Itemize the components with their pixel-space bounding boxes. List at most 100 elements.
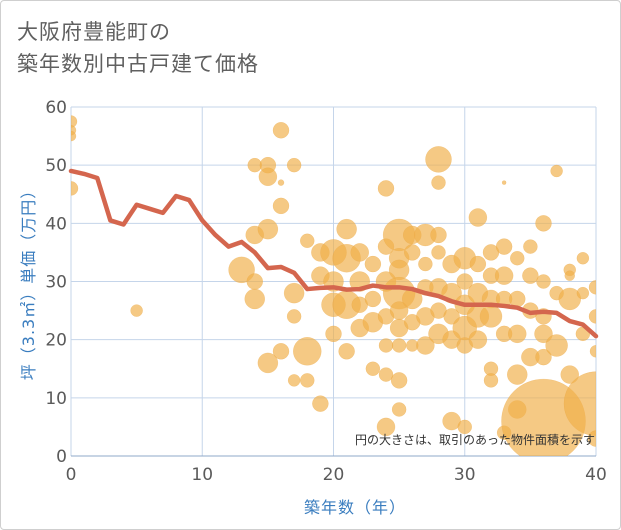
x-tick-label: 30	[454, 465, 476, 485]
bubble-point	[523, 239, 538, 254]
bubble-point	[545, 334, 568, 357]
bubble-point	[391, 402, 407, 417]
bubble-point	[550, 164, 563, 178]
bubble-point	[388, 259, 410, 281]
bubble-point	[576, 251, 590, 265]
bubble-point	[325, 325, 342, 343]
bubble-point	[71, 181, 79, 196]
trend-line	[68, 168, 599, 339]
bubble-point	[257, 218, 279, 240]
y-axis-label: 坪（3.3㎡）単価（万円）	[19, 182, 38, 380]
bubble-point	[228, 256, 255, 284]
bubble-point	[457, 419, 472, 435]
y-tick-label: 30	[45, 273, 67, 293]
bubble-point	[258, 167, 278, 187]
bubble-point	[442, 411, 461, 431]
bubble-point	[564, 270, 575, 281]
trend-series	[68, 168, 599, 339]
bubble-point	[272, 343, 290, 360]
chart-title: 大阪府豊能町の 築年数別中古戸建て価格	[17, 16, 259, 80]
bubble-point	[522, 267, 539, 284]
chart-title-line-1: 大阪府豊能町の	[17, 20, 171, 44]
bubble-point	[404, 244, 421, 261]
bubble-point	[483, 373, 499, 388]
bubble-point	[425, 146, 452, 173]
bubble-point	[391, 338, 407, 353]
bubble-point	[272, 122, 290, 139]
bubble-point	[286, 309, 302, 324]
bubble-point	[71, 115, 78, 128]
bubble-point	[495, 238, 513, 255]
bubble-point	[287, 374, 301, 387]
bubble-point	[130, 304, 143, 317]
bubble-point	[589, 345, 596, 358]
x-tick-label: 40	[585, 465, 607, 485]
y-tick-label: 20	[45, 331, 67, 351]
bubble-point	[430, 226, 447, 244]
bubble-point	[588, 309, 596, 324]
bubble-point	[378, 338, 394, 353]
bubble-point	[535, 215, 552, 232]
bubble-point	[364, 290, 382, 308]
chart-title-line-2: 築年数別中古戸建て価格	[17, 52, 259, 76]
bubble-point	[293, 337, 322, 366]
bubble-point	[494, 266, 514, 285]
bubble-point	[588, 280, 596, 295]
bubble-point	[312, 395, 329, 412]
bubble-point	[300, 233, 315, 249]
bubble-point	[558, 287, 581, 311]
bubble-point	[501, 180, 507, 185]
bubble-point	[257, 352, 279, 374]
bubble-point	[479, 305, 503, 328]
bubble-point	[431, 245, 446, 260]
bubble-point	[563, 371, 596, 436]
bubble-point	[272, 197, 290, 215]
axis-ticks: 0 10 20 30 40 50 60 0 10 20 30 40	[45, 98, 606, 485]
bubble-point	[300, 373, 315, 388]
bubble-point	[244, 288, 265, 310]
bubble-point	[456, 273, 473, 290]
bubble-point	[71, 130, 77, 142]
bubble-point	[350, 243, 369, 262]
bubble-point	[431, 175, 446, 190]
x-tick-label: 20	[323, 465, 345, 485]
bubble-point	[277, 179, 285, 186]
bubble-point	[378, 367, 394, 382]
y-tick-label: 0	[56, 447, 67, 467]
x-axis-label: 築年数（年）	[304, 498, 406, 517]
bubble-size-note: 円の大きさは、取引のあった物件面積を示す	[355, 432, 595, 447]
bubble-point	[508, 324, 527, 344]
bubble-point	[560, 365, 579, 384]
bubble-point	[576, 286, 590, 300]
bubble-point	[390, 372, 408, 389]
bubble-point	[534, 324, 553, 344]
bubble-point	[469, 255, 487, 273]
bubble-point	[535, 348, 552, 366]
bubble-point	[468, 208, 488, 227]
y-tick-label: 50	[45, 156, 67, 176]
bubble-series	[71, 115, 596, 456]
bubble-point	[286, 157, 302, 173]
y-tick-label: 60	[45, 98, 67, 118]
x-tick-label: 0	[66, 465, 77, 485]
x-tick-label: 10	[191, 465, 213, 485]
bubble-point	[338, 343, 355, 360]
y-tick-label: 40	[45, 214, 67, 234]
bubble-point	[510, 250, 525, 266]
bubble-point	[587, 430, 596, 447]
bubble-point	[507, 364, 528, 385]
bubble-point	[336, 218, 357, 240]
bubble-point	[416, 336, 435, 355]
bubble-point	[377, 180, 395, 197]
bubble-point	[376, 417, 396, 437]
bubble-point	[468, 330, 488, 349]
bubble-point	[283, 282, 305, 304]
bubble-point	[364, 255, 382, 273]
bubble-point	[365, 361, 381, 376]
bubble-point	[246, 273, 263, 290]
y-tick-label: 10	[45, 389, 67, 409]
bubble-point	[536, 274, 551, 289]
bubble-point	[509, 290, 526, 308]
bubble-point	[418, 256, 433, 272]
